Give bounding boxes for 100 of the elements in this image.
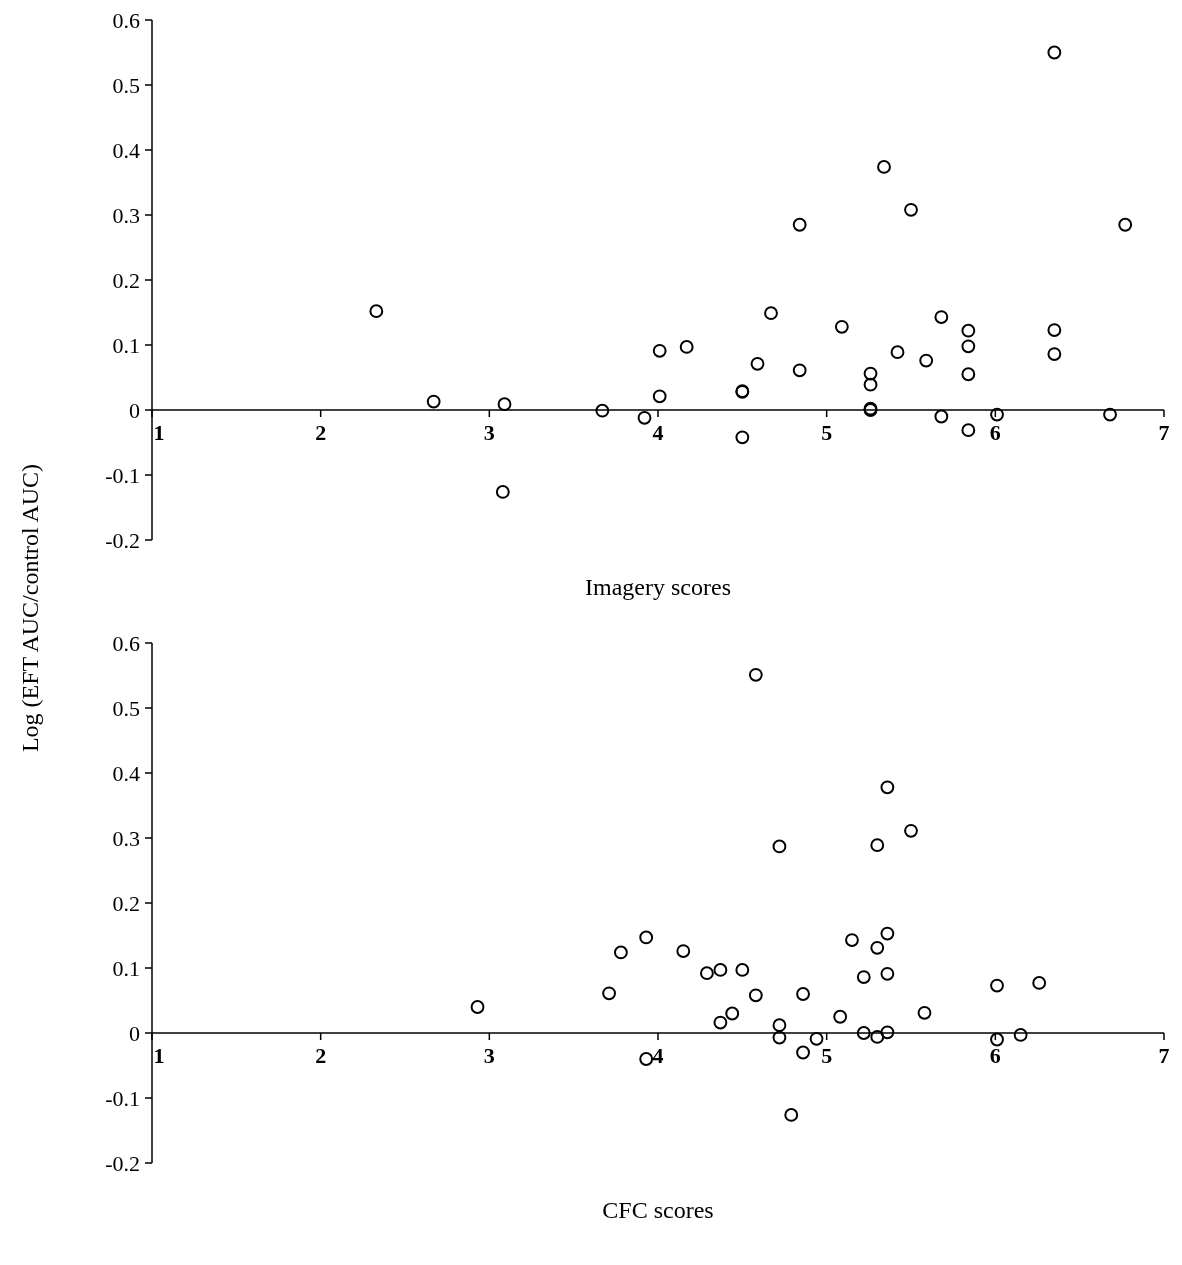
y-tick-label: 0.4 [112,137,140,163]
x-tick-label: 4 [652,1043,664,1068]
y-tick-label: 0.6 [112,7,140,33]
point [602,986,616,1001]
point [639,930,654,945]
point [772,1030,787,1045]
x-tick-label: 4 [652,420,664,445]
point [833,1009,848,1024]
point [679,340,694,354]
x-tick-label: 5 [821,420,833,445]
point [863,377,878,392]
x-axis-title: CFC scores [602,1197,714,1223]
y-tick-label: 0.3 [112,825,140,851]
y-axis-title: Log (EFT AUC/control AUC) [17,463,43,753]
point [369,304,384,319]
point [676,944,691,959]
point [713,963,728,977]
point [880,1025,895,1040]
x-tick-label: 6 [989,1043,1001,1068]
point [784,1107,799,1122]
point [495,484,510,499]
point [796,1045,810,1060]
x-tick-label: 2 [315,1043,327,1068]
y-tick-label: -0.2 [105,1150,140,1176]
point [961,339,976,354]
point [1118,217,1133,232]
point [1103,407,1117,422]
y-tick-label: 0.5 [112,695,140,721]
point [863,366,878,381]
point [497,397,512,412]
point [652,343,667,358]
point [772,839,787,854]
point [990,978,1004,993]
point [426,394,441,409]
x-tick-label: 7 [1158,420,1170,445]
point [870,940,885,955]
point [637,410,652,425]
point [904,202,918,217]
point [934,310,949,324]
point [1032,976,1047,990]
point [595,403,610,418]
point [1047,323,1062,337]
point [1047,347,1062,362]
point [1013,1028,1028,1042]
point [792,217,807,232]
y-tick-label: 0.6 [112,630,140,656]
point [725,1006,740,1021]
y-tick-label: -0.1 [105,1085,140,1111]
point [904,823,918,838]
point [870,838,885,853]
y-tick-label: 0.3 [112,202,140,228]
y-tick-label: 0.4 [112,760,140,786]
y-tick-label: 0.1 [112,332,140,358]
point [917,1005,932,1020]
point [834,319,849,334]
point [470,1000,485,1014]
point [748,988,763,1003]
point [809,1031,824,1046]
point [961,367,976,382]
x-tick-label: 2 [315,420,327,445]
point [919,353,934,368]
point [796,987,810,1001]
point [961,323,976,338]
point [639,1052,654,1066]
y-tick-label: 0.2 [112,890,140,916]
y-tick-label: 0.2 [112,267,140,293]
point [652,389,667,404]
point [700,966,714,981]
point [750,356,765,371]
point [877,159,891,174]
point [713,1015,728,1030]
y-tick-label: 0.1 [112,955,140,981]
x-tick-label: 5 [821,1043,833,1068]
point [764,306,778,321]
x-tick-label: 1 [153,420,165,445]
x-tick-label: 3 [483,1043,495,1068]
point [934,409,949,424]
point [990,407,1004,422]
point [845,933,859,947]
point [792,363,807,378]
point [735,430,750,445]
x-tick-label: 7 [1158,1043,1170,1068]
x-tick-label: 3 [483,420,495,445]
point [961,423,976,438]
x-tick-label: 6 [989,420,1001,445]
point [613,945,628,960]
y-tick-label: 0 [129,1020,140,1046]
y-tick-label: -0.2 [105,527,140,553]
y-tick-label: 0 [129,397,140,423]
point [880,926,895,941]
point [990,1032,1004,1047]
point [880,966,895,981]
point [890,345,905,360]
point [870,1029,885,1044]
point [1047,45,1062,60]
y-tick-label: 0.5 [112,72,140,98]
point [772,1018,787,1033]
point [856,1026,871,1040]
point [856,970,871,985]
point [735,963,750,977]
